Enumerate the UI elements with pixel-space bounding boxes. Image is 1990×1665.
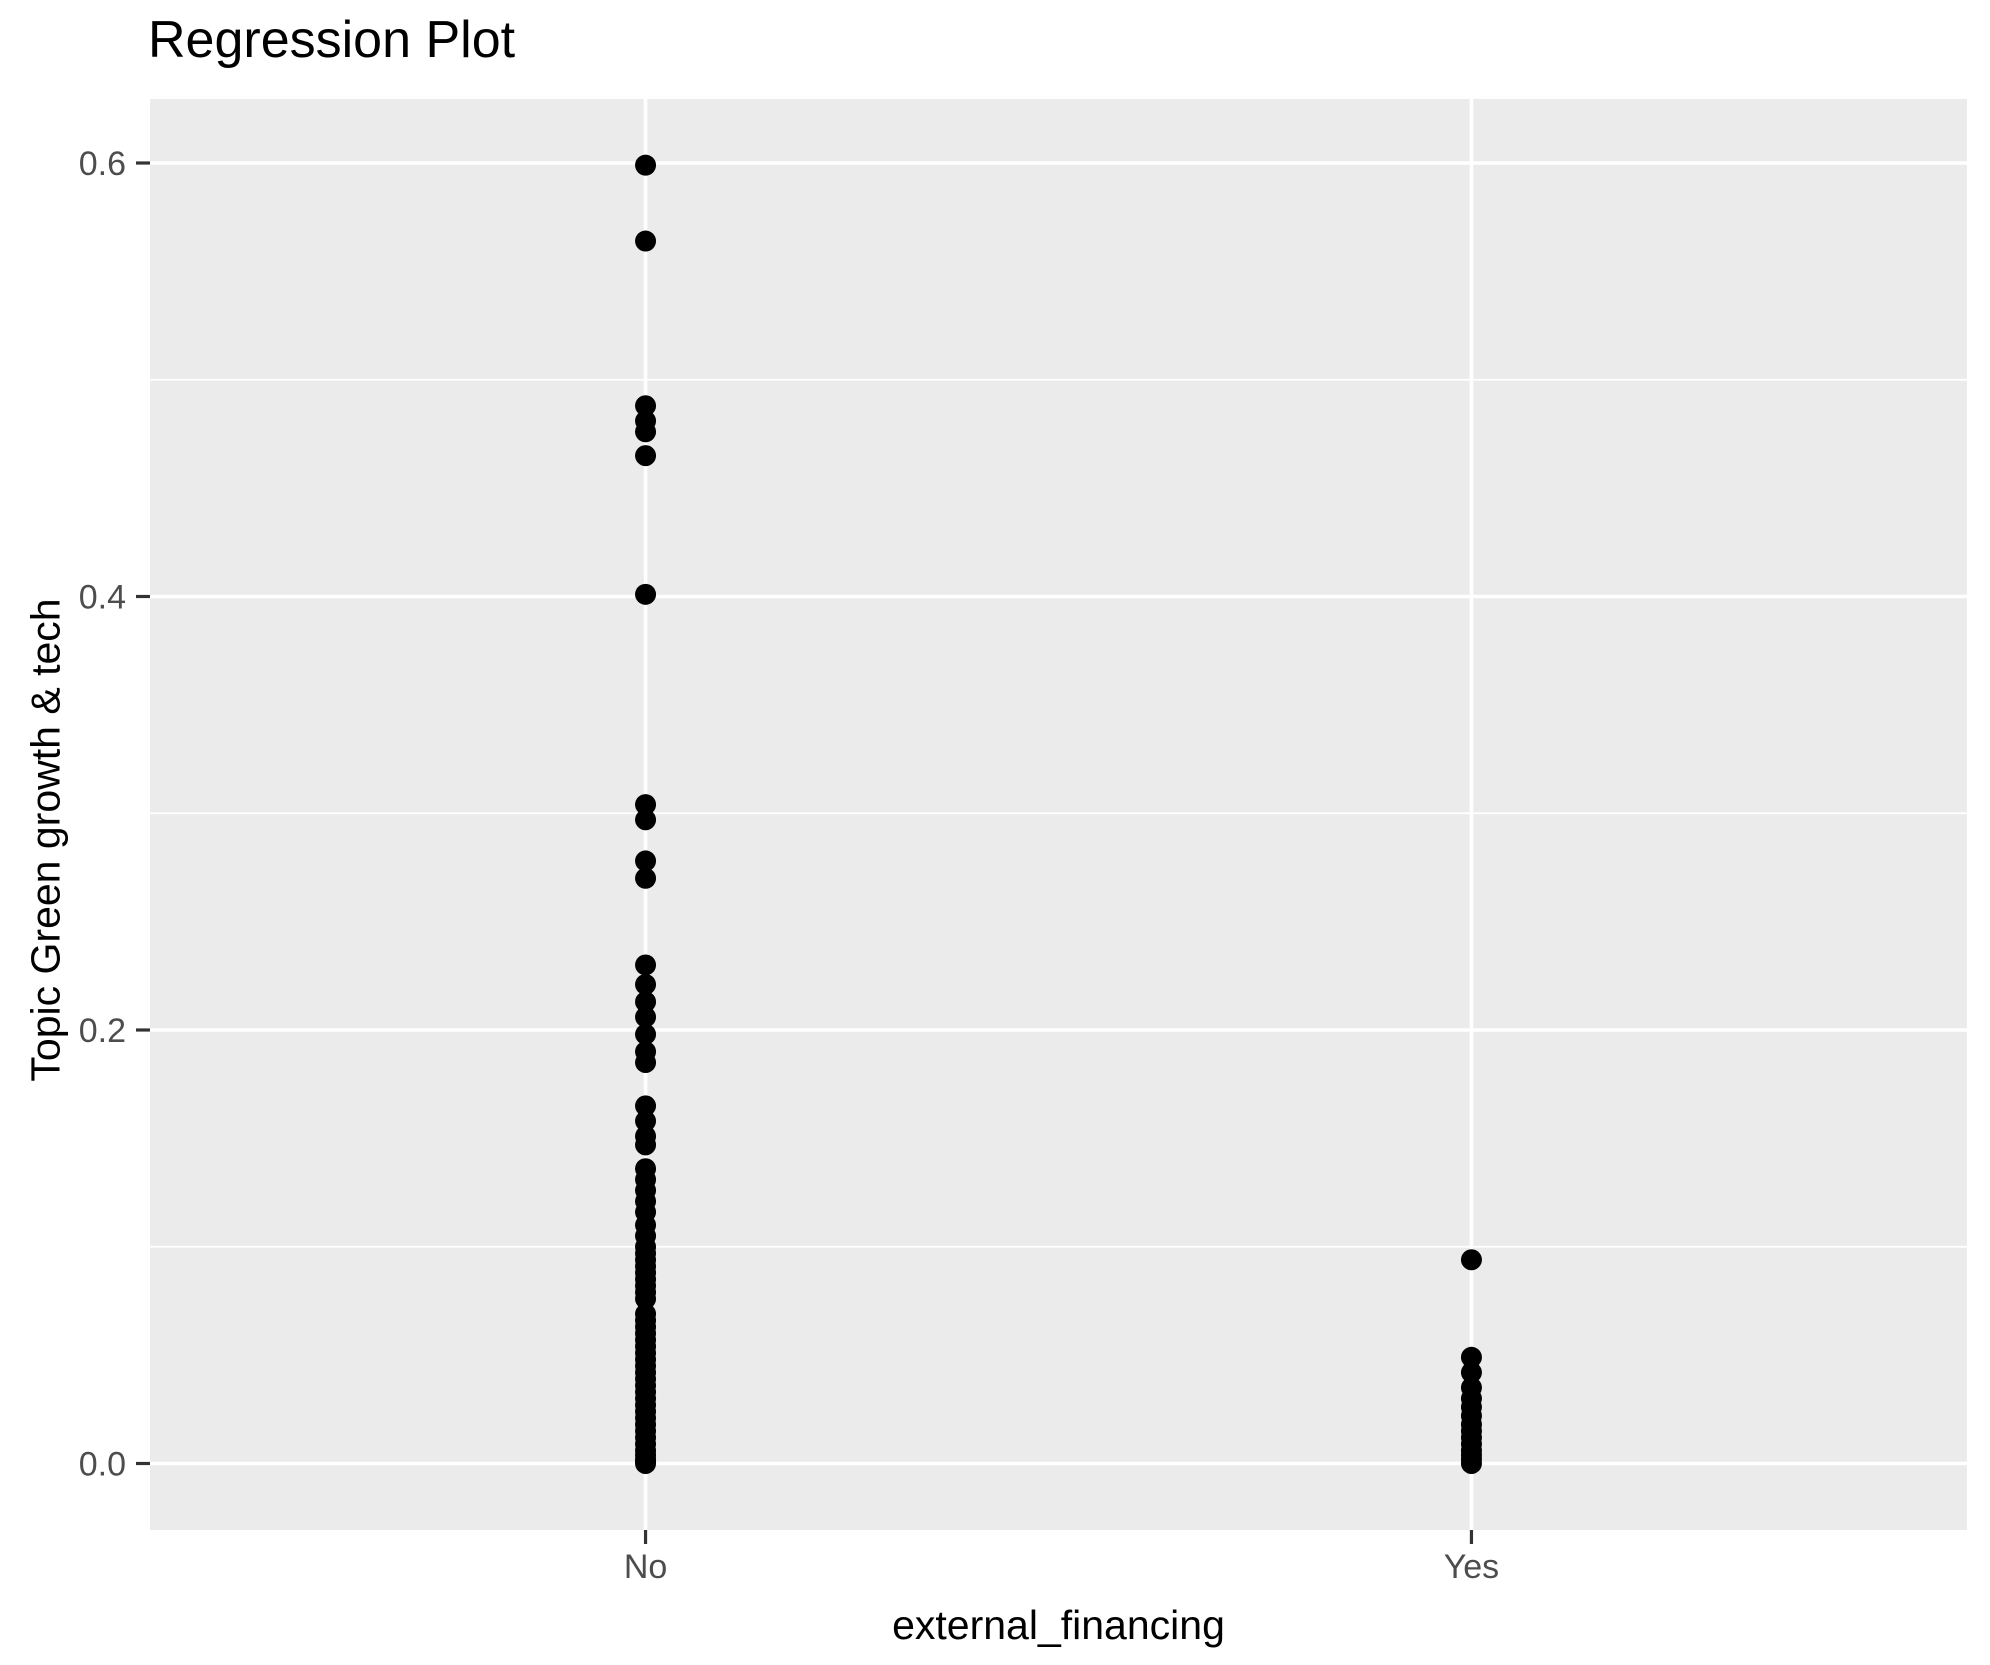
data-point [635, 1288, 657, 1310]
data-point [635, 1095, 657, 1117]
data-point [635, 794, 657, 816]
y-tick-label: 0.6 [79, 145, 126, 183]
y-tick-label: 0.0 [79, 1446, 126, 1484]
y-tick-label: 0.4 [79, 579, 126, 617]
data-point [635, 154, 657, 176]
x-tick-label: No [624, 1548, 667, 1586]
data-point [635, 445, 657, 467]
data-point [635, 421, 657, 443]
plot-title: Regression Plot [148, 11, 516, 69]
data-point [1460, 1361, 1482, 1383]
data-point [635, 1110, 657, 1132]
plot-panel [150, 99, 1967, 1530]
data-point [635, 583, 657, 605]
data-point [635, 867, 657, 889]
data-point [635, 1023, 657, 1045]
data-point [1460, 1346, 1482, 1368]
data-point [635, 1006, 657, 1028]
data-point [635, 1052, 657, 1074]
x-tick-label: Yes [1444, 1548, 1499, 1586]
data-point [635, 991, 657, 1013]
data-point [635, 230, 657, 252]
data-point [1460, 1453, 1482, 1474]
data-point [635, 850, 657, 872]
data-point [635, 809, 657, 831]
data-point [635, 1453, 657, 1474]
data-point [635, 1134, 657, 1156]
y-tick-label: 0.2 [79, 1012, 126, 1050]
data-point [635, 973, 657, 995]
data-point [635, 395, 657, 417]
x-axis-title: external_financing [892, 1602, 1225, 1648]
data-point [1460, 1249, 1482, 1271]
y-axis-title: Topic Green growth & tech [22, 598, 69, 1082]
data-point [635, 954, 657, 976]
